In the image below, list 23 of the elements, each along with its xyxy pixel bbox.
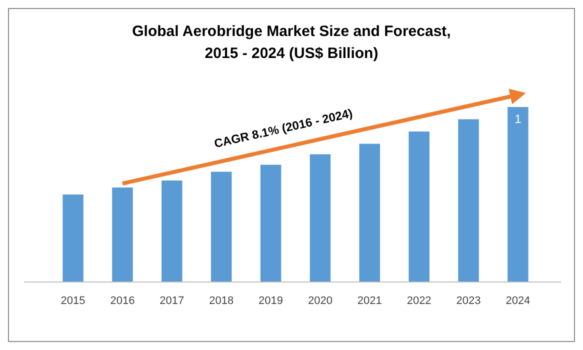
x-tick-label: 2019 (258, 295, 284, 307)
bar (162, 180, 182, 282)
bar (62, 194, 84, 282)
annotation: 1 (514, 112, 522, 126)
bar (260, 164, 282, 282)
x-tick-label: 2018 (209, 295, 234, 307)
bar (408, 132, 430, 282)
x-tick-label: 2015 (60, 295, 86, 307)
x-tick-label: 2016 (110, 295, 135, 307)
x-tick-label: 2023 (456, 295, 481, 307)
x-tick-label: 2021 (357, 295, 382, 307)
bar (310, 154, 331, 282)
bar (458, 119, 479, 282)
bar (112, 188, 133, 282)
bar (359, 144, 380, 282)
annotation: CAGR 8.1% (2016 - 2024) (212, 106, 354, 151)
x-tick-label: 2022 (406, 295, 432, 307)
chart-title: Global Aerobridge Market Size and Forecast, 2015 - 2024 (US$ Billion) (132, 23, 451, 62)
x-tick-label: 2024 (506, 295, 530, 307)
bar (210, 172, 232, 282)
x-tick-label: 2020 (308, 295, 332, 307)
x-tick-label: 2017 (160, 295, 184, 307)
bar (508, 107, 528, 282)
